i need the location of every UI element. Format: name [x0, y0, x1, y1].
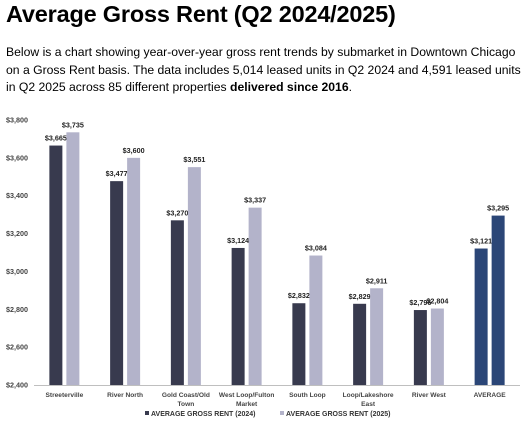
data-label: $3,735 [62, 120, 84, 129]
data-label: $2,804 [426, 297, 448, 306]
data-label: $3,337 [244, 196, 266, 205]
bar-2024 [413, 310, 427, 385]
y-tick-label: $3,600 [6, 153, 28, 162]
data-label: $3,270 [166, 208, 188, 217]
bar-2024 [110, 181, 124, 385]
bar-2025 [430, 308, 444, 385]
y-tick-label: $2,400 [6, 381, 28, 390]
y-tick-label: $3,800 [6, 116, 28, 125]
y-tick-label: $2,800 [6, 305, 28, 314]
chart-description: Below is a chart showing year-over-year … [6, 44, 522, 97]
x-tick-label: AVERAGE [474, 392, 507, 399]
data-label: $2,911 [366, 276, 388, 285]
legend-label-2024: AVERAGE GROSS RENT (2024) [151, 411, 256, 418]
data-label: $3,124 [227, 236, 249, 245]
data-label: $3,665 [45, 134, 67, 143]
legend-marker-2024 [145, 411, 149, 415]
x-tick-label: West Loop/Fulton [219, 392, 275, 399]
y-tick-label: $3,000 [6, 267, 28, 276]
page-title: Average Gross Rent (Q2 2024/2025) [6, 1, 396, 27]
data-label: $2,796 [409, 298, 431, 307]
data-label: $3,084 [305, 244, 327, 253]
bar-2025 [187, 167, 201, 385]
bar-2024 [292, 303, 306, 385]
x-tick-label: Loop/Lakeshore [343, 392, 394, 399]
description-text: Below is a chart showing year-over-year … [6, 45, 521, 94]
bar-2025 [127, 157, 141, 385]
bar-2025 [309, 255, 323, 385]
x-tick-label: Town [178, 401, 195, 408]
bar-2025 [491, 215, 505, 385]
y-tick-label: $2,600 [6, 343, 28, 352]
legend-marker-2025 [280, 411, 284, 415]
bar-2025 [66, 132, 80, 385]
description-emphasis: delivered since 2016 [230, 80, 349, 94]
x-tick-label: Streeterville [45, 392, 83, 399]
data-label: $3,295 [487, 204, 509, 213]
bar-2025 [370, 288, 384, 385]
bar-2025 [248, 207, 262, 385]
data-label: $2,829 [349, 292, 371, 301]
bar-2024 [170, 220, 184, 385]
x-tick-label: River North [107, 392, 143, 399]
x-tick-label: South Loop [289, 392, 326, 399]
x-tick-label: Market [236, 401, 258, 408]
bar-2024 [353, 303, 367, 385]
x-tick-label: Gold Coast/Old [162, 392, 210, 399]
bar-2024 [49, 145, 63, 385]
data-label: $3,477 [106, 169, 128, 178]
data-label: $3,600 [123, 146, 145, 155]
y-tick-label: $3,400 [6, 191, 28, 200]
x-tick-label: East [361, 401, 376, 408]
x-tick-label: River West [412, 392, 447, 399]
data-label: $2,832 [288, 291, 310, 300]
bar-2024 [474, 248, 488, 385]
legend-label-2025: AVERAGE GROSS RENT (2025) [286, 411, 391, 418]
bar-2024 [231, 247, 245, 385]
data-label: $3,551 [183, 155, 205, 164]
y-tick-label: $3,200 [6, 229, 28, 238]
description-end: . [348, 80, 352, 94]
data-label: $3,121 [470, 237, 492, 246]
